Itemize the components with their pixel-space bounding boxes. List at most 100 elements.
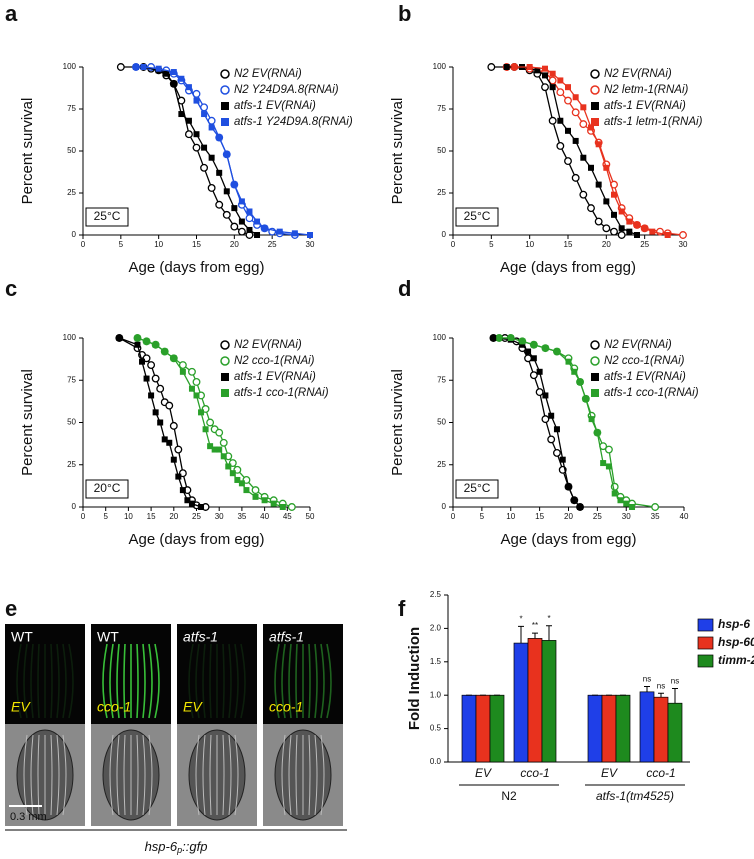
worm — [320, 734, 325, 816]
x-tick-label: 10 — [506, 512, 515, 521]
significance-label: ns — [643, 675, 651, 684]
marker — [169, 421, 178, 430]
y-tick-label: 50 — [437, 418, 446, 427]
legend-marker — [590, 85, 600, 95]
marker — [279, 504, 286, 510]
worm — [295, 734, 298, 816]
marker — [188, 367, 196, 376]
treatment-label: cco-1 — [97, 699, 131, 715]
marker — [231, 181, 238, 188]
x-tick-label: 0 — [451, 240, 456, 249]
legend-label: atfs-1 cco-1(RNAi) — [604, 387, 699, 399]
x-tick-label: 15 — [535, 512, 544, 521]
legend-marker — [591, 389, 599, 397]
marker — [225, 463, 232, 470]
marker — [588, 124, 594, 131]
marker — [166, 439, 173, 446]
legend-swatch — [697, 618, 714, 632]
marker — [143, 338, 150, 345]
marker — [559, 456, 566, 463]
marker — [549, 70, 556, 77]
marker — [557, 117, 564, 124]
gfp-signal — [16, 643, 22, 719]
marker — [679, 231, 687, 239]
gfp-signal — [326, 643, 332, 719]
marker — [565, 127, 571, 134]
marker — [155, 65, 162, 72]
marker — [651, 503, 660, 511]
bar — [541, 640, 557, 763]
marker — [571, 173, 580, 182]
marker — [178, 75, 185, 82]
x-tick-label: 0 — [81, 240, 86, 249]
gfp-signal — [209, 643, 212, 719]
marker — [588, 164, 594, 171]
marker — [161, 348, 168, 355]
marker — [487, 63, 496, 71]
y-axis-title: Percent survival — [19, 369, 36, 476]
worm — [314, 734, 318, 816]
legend-label: N2 EV(RNAi) — [234, 68, 302, 80]
bar — [653, 696, 669, 763]
error-bar — [672, 688, 678, 704]
x-tick-label: cco-1 — [520, 766, 549, 780]
marker — [147, 361, 156, 369]
marker — [534, 67, 541, 74]
panel-letter: a — [5, 1, 18, 26]
marker — [201, 144, 208, 151]
gfp-signal — [295, 643, 298, 719]
marker — [207, 443, 214, 450]
x-tick-label: 25 — [593, 512, 602, 521]
bar — [615, 694, 631, 763]
y-tick-label: 75 — [67, 375, 76, 384]
marker — [254, 232, 261, 238]
marker — [603, 164, 610, 171]
marker — [178, 361, 187, 369]
marker — [571, 497, 578, 504]
marker — [261, 497, 268, 504]
annotation: 20°C — [94, 481, 121, 495]
y-tick-label: 100 — [63, 62, 77, 71]
fluorescence-image — [5, 624, 85, 724]
x-tick-label: EV — [601, 766, 618, 780]
legend-label: N2 Y24D9A.8(RNAi) — [234, 84, 339, 96]
marker — [530, 341, 537, 348]
y-tick-label: 25 — [437, 188, 446, 197]
significance-label: ns — [657, 681, 665, 690]
marker — [152, 409, 159, 416]
marker — [507, 335, 514, 341]
annotation-box — [455, 479, 499, 499]
y-tick-label: 0 — [72, 230, 77, 239]
y-axis-title: Percent survival — [19, 98, 36, 205]
marker — [542, 65, 548, 72]
marker — [170, 80, 177, 87]
x-tick-label: 15 — [147, 512, 156, 521]
gfp-signal — [56, 643, 60, 719]
marker — [234, 476, 241, 483]
gfp-signal — [37, 643, 40, 719]
marker — [134, 335, 141, 341]
survival-line — [120, 66, 250, 236]
x-tick-label: 15 — [564, 240, 573, 249]
marker — [238, 218, 245, 225]
x-tick-label: 0 — [81, 512, 86, 521]
marker — [634, 221, 640, 228]
annotation: 25°C — [94, 209, 121, 223]
gfp-signal — [228, 643, 232, 719]
marker — [603, 198, 610, 205]
legend-label: N2 letm-1(RNAi) — [604, 84, 689, 96]
fluorescence-image — [263, 624, 343, 724]
x-tick-label: 40 — [680, 512, 689, 521]
gfp-signal — [50, 643, 53, 719]
marker — [193, 392, 200, 399]
x-tick-label: 25 — [192, 512, 201, 521]
legend-marker — [590, 356, 600, 366]
worm — [62, 734, 67, 816]
y-axis-title: Percent survival — [389, 98, 406, 205]
marker — [629, 504, 636, 510]
bar — [475, 694, 491, 763]
y-tick-label: 75 — [437, 375, 446, 384]
gfp-signal — [116, 643, 120, 719]
marker — [524, 354, 533, 363]
